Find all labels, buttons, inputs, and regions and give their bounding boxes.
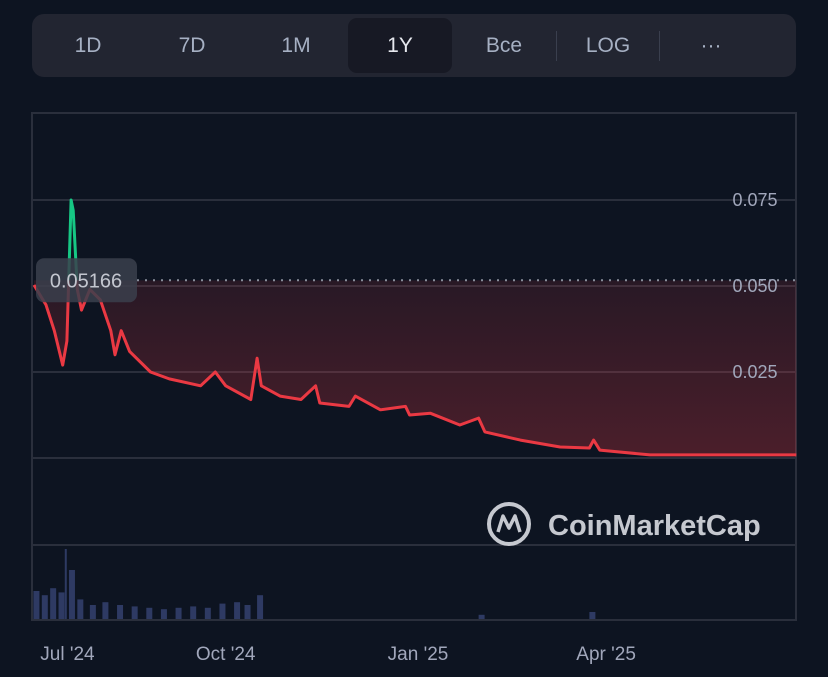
volume-bar	[102, 602, 109, 619]
volume-bar	[589, 612, 596, 619]
volume-bar	[219, 603, 226, 619]
y-tick-label: 0.025	[732, 362, 777, 382]
toolbar-divider	[659, 30, 660, 61]
volume-bar	[50, 588, 57, 619]
volume-bar	[58, 592, 65, 619]
range-all-button[interactable]: Bce	[485, 33, 523, 57]
volume-bar	[478, 614, 485, 619]
volume-bar	[204, 607, 211, 619]
volume-bar	[190, 606, 197, 619]
x-tick-label: Apr '25	[576, 644, 636, 665]
volume-bar	[175, 607, 182, 619]
volume-bar	[41, 595, 48, 619]
volume-bar	[146, 607, 153, 619]
volume-bar	[89, 605, 96, 619]
coinmarketcap-logo-icon	[487, 502, 531, 546]
toolbar-divider	[556, 30, 557, 61]
y-tick-label: 0.050	[732, 276, 777, 296]
price-area-fill	[34, 280, 797, 455]
volume-bar	[234, 602, 241, 619]
x-tick-label: Jul '24	[40, 644, 95, 665]
volume-bar	[64, 549, 67, 619]
volume-bar	[131, 606, 138, 619]
log-scale-button[interactable]: LOG	[585, 33, 631, 57]
volume-bar	[117, 605, 124, 619]
volume-bar	[244, 605, 251, 619]
timeframe-toolbar: 1D 7D 1M 1Y Bce LOG ···	[32, 14, 796, 77]
volume-bar	[33, 591, 40, 619]
volume-bar	[77, 599, 84, 619]
svg-text:0.05166: 0.05166	[50, 270, 122, 292]
watermark-text: CoinMarketCap	[548, 510, 761, 542]
watermark-logo: CoinMarketCap	[487, 502, 761, 546]
x-tick-label: Oct '24	[196, 644, 256, 665]
range-7d-button[interactable]: 7D	[178, 33, 206, 57]
baseline-label: 0.05166	[36, 258, 137, 303]
volume-bar	[68, 570, 75, 619]
x-tick-label: Jan '25	[388, 644, 449, 665]
volume-bar	[257, 595, 264, 619]
more-options-button[interactable]: ···	[700, 33, 722, 57]
volume-bar	[160, 609, 167, 619]
range-1m-button[interactable]: 1M	[281, 33, 311, 57]
y-tick-label: 0.075	[732, 190, 777, 210]
range-1y-button[interactable]: 1Y	[348, 18, 452, 73]
range-1d-button[interactable]: 1D	[74, 33, 102, 57]
